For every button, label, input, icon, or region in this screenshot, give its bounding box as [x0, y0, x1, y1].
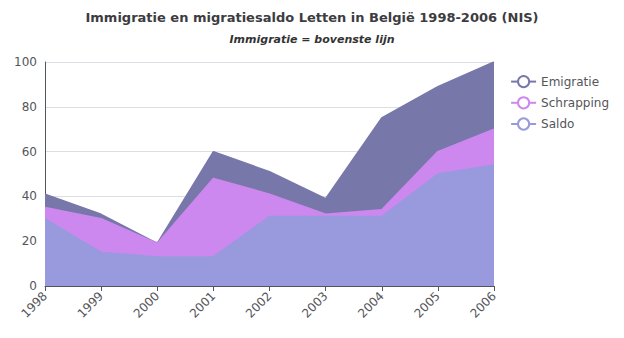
svg-text:40: 40 [22, 189, 37, 203]
svg-text:Immigratie = bovenste lijn: Immigratie = bovenste lijn [229, 33, 394, 46]
svg-text:1999: 1999 [75, 289, 106, 320]
svg-text:2006: 2006 [467, 289, 498, 320]
svg-text:Immigratie en migratiesaldo Le: Immigratie en migratiesaldo Letten in Be… [85, 10, 538, 25]
svg-text:2004: 2004 [355, 289, 386, 320]
svg-text:100: 100 [14, 55, 37, 69]
svg-text:80: 80 [22, 100, 37, 114]
svg-text:Emigratie: Emigratie [541, 75, 599, 89]
svg-text:2002: 2002 [243, 289, 274, 320]
svg-text:20: 20 [22, 234, 37, 248]
svg-text:60: 60 [22, 145, 37, 159]
svg-text:2001: 2001 [187, 289, 218, 320]
svg-text:2000: 2000 [131, 289, 162, 320]
svg-text:1998: 1998 [18, 289, 49, 320]
svg-text:2003: 2003 [299, 289, 330, 320]
svg-text:0: 0 [29, 279, 37, 293]
svg-text:2005: 2005 [411, 289, 442, 320]
svg-text:Schrapping: Schrapping [541, 96, 609, 110]
svg-text:Saldo: Saldo [541, 117, 574, 131]
